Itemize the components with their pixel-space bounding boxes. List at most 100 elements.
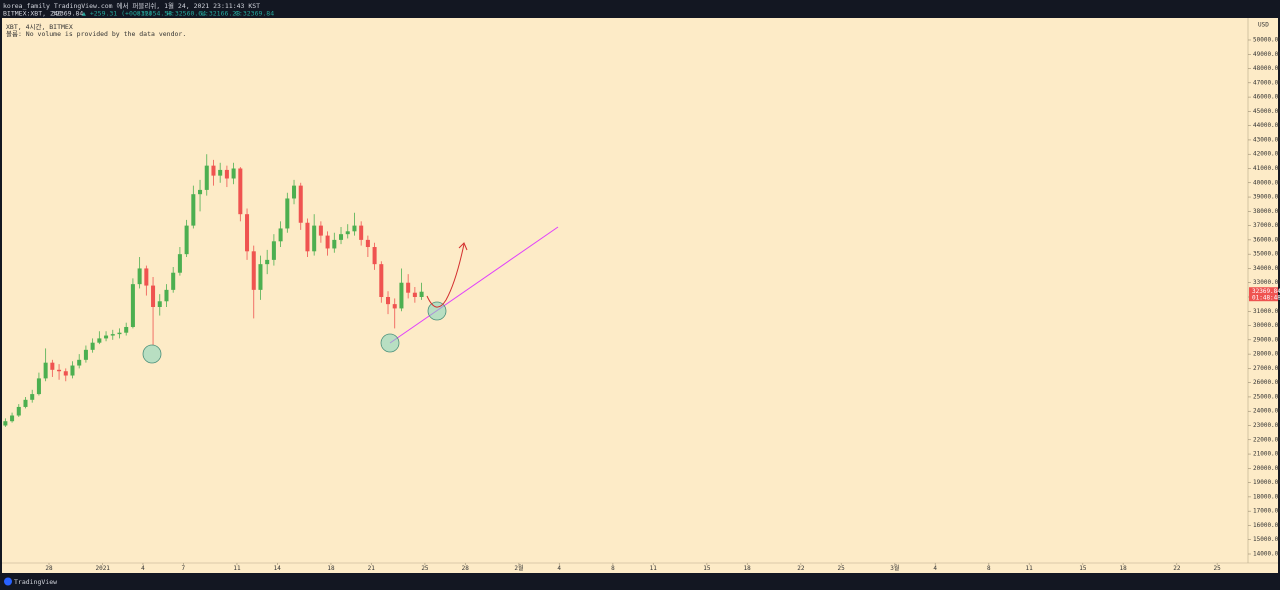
x-tick-label: 22 [1173, 565, 1181, 572]
y-tick-label: 28000.00 [1253, 351, 1280, 358]
candle-body [77, 359, 82, 366]
y-tick-label: 42000.00 [1253, 151, 1280, 158]
candle-body [36, 378, 41, 395]
last-price-label: 32369.84 [1252, 288, 1280, 295]
candle-body [30, 394, 35, 400]
x-tick-label: 11 [1026, 565, 1034, 572]
candle-body [298, 185, 303, 223]
x-tick-label: 3월 [890, 564, 899, 572]
candle-body [365, 239, 370, 248]
candle-body [191, 194, 196, 226]
price-change: ▲ +259.31 (+0.81%) [82, 10, 152, 18]
y-tick-label: 38000.00 [1253, 208, 1280, 215]
candle-body [16, 406, 21, 416]
y-tick-label: 25000.00 [1253, 393, 1280, 400]
symbol-info: BITMEX:XBT, 240 [3, 10, 62, 18]
circle-marker [142, 344, 162, 364]
candle-body [57, 369, 62, 372]
y-tick-label: 15000.00 [1253, 536, 1280, 543]
ohlc-close: C:32369.84 [235, 10, 274, 18]
y-tick-label: 40000.00 [1253, 179, 1280, 186]
y-tick-label: 46000.00 [1253, 94, 1280, 101]
candle-body [184, 225, 189, 255]
trend-line [389, 226, 559, 344]
candle-body [204, 165, 209, 190]
y-tick-label: 34000.00 [1253, 265, 1280, 272]
y-tick-label: 36000.00 [1253, 236, 1280, 243]
candle-body [83, 349, 88, 360]
x-tick-label: 11 [233, 565, 241, 572]
y-tick-label: 31000.00 [1253, 308, 1280, 315]
x-tick-label: 22 [797, 565, 805, 572]
x-tick-label: 8 [987, 565, 991, 572]
publish-info: korea_family TradingView.com 에서 퍼블리쉬, 1월… [3, 1, 260, 10]
candle-body [318, 225, 323, 236]
y-tick-label: 43000.00 [1253, 136, 1280, 143]
last-price: 32369.84 [52, 10, 83, 18]
candle-body [70, 365, 75, 376]
candle-body [164, 289, 169, 302]
candle-body [110, 334, 115, 336]
candle-body [63, 371, 68, 376]
x-tick-label: 25 [1214, 565, 1222, 572]
x-tick-label: 4 [933, 565, 937, 572]
plot-area: 14000.00 15000.00 16000.00 17000.00 18000.00… [3, 36, 1280, 572]
last-price-tag [1249, 287, 1278, 302]
x-tick-label: 4 [557, 565, 561, 572]
y-tick-label: 21000.00 [1253, 451, 1280, 458]
candle-body [43, 362, 48, 379]
candle-body [238, 168, 243, 215]
candle-body [171, 272, 176, 290]
x-tick-label: 15 [1079, 565, 1087, 572]
y-tick-label: 14000.00 [1253, 551, 1280, 558]
currency-label[interactable]: USD [1258, 22, 1269, 29]
candle-body [285, 198, 290, 229]
candle-body [104, 335, 109, 339]
candle-body [224, 169, 229, 179]
candle-body [406, 282, 411, 293]
x-tick-label: 18 [744, 565, 752, 572]
y-tick-label: 16000.00 [1253, 522, 1280, 529]
y-tick-label: 49000.00 [1253, 51, 1280, 58]
candle-body [151, 285, 156, 307]
ohlc-open: O:32054.58 [133, 10, 172, 18]
candle-body [211, 165, 216, 176]
candle-body [352, 225, 357, 232]
candle-body [157, 301, 162, 307]
candle-body [305, 222, 310, 252]
candle-body [392, 304, 397, 309]
y-tick-label: 44000.00 [1253, 122, 1280, 129]
x-tick-label: 18 [1120, 565, 1128, 572]
candle-body [265, 259, 270, 265]
candle-body [231, 168, 236, 179]
candle-body [198, 189, 203, 195]
x-tick-label: 15 [703, 565, 711, 572]
ohlc-low: L:32166.28 [201, 10, 240, 18]
candle-body [386, 296, 391, 305]
candle-body [372, 247, 377, 265]
y-tick-label: 35000.00 [1253, 251, 1280, 258]
x-tick-label: 8 [611, 565, 615, 572]
y-tick-label: 19000.00 [1253, 479, 1280, 486]
y-tick-label: 50000.00 [1253, 36, 1280, 43]
candle-body [419, 291, 424, 297]
candle-body [117, 332, 122, 335]
y-tick-label: 41000.00 [1253, 165, 1280, 172]
candle-body [271, 241, 276, 260]
y-tick-label: 37000.00 [1253, 222, 1280, 229]
y-tick-label: 33000.00 [1253, 279, 1280, 286]
chart-bg [2, 18, 1278, 573]
circle-marker [427, 301, 447, 321]
x-tick-label: 18 [327, 565, 335, 572]
candle-body [130, 284, 135, 327]
candle-body [97, 338, 102, 343]
candle-body [258, 264, 263, 290]
countdown: 01:48:48 [1252, 295, 1280, 302]
brand: TradingView [14, 578, 57, 586]
x-tick-label: 14 [274, 565, 282, 572]
x-tick-label: 21 [368, 565, 376, 572]
volume-note: 볼륨: No volume is provided by the data ve… [6, 29, 186, 38]
y-tick-label: 47000.00 [1253, 79, 1280, 86]
